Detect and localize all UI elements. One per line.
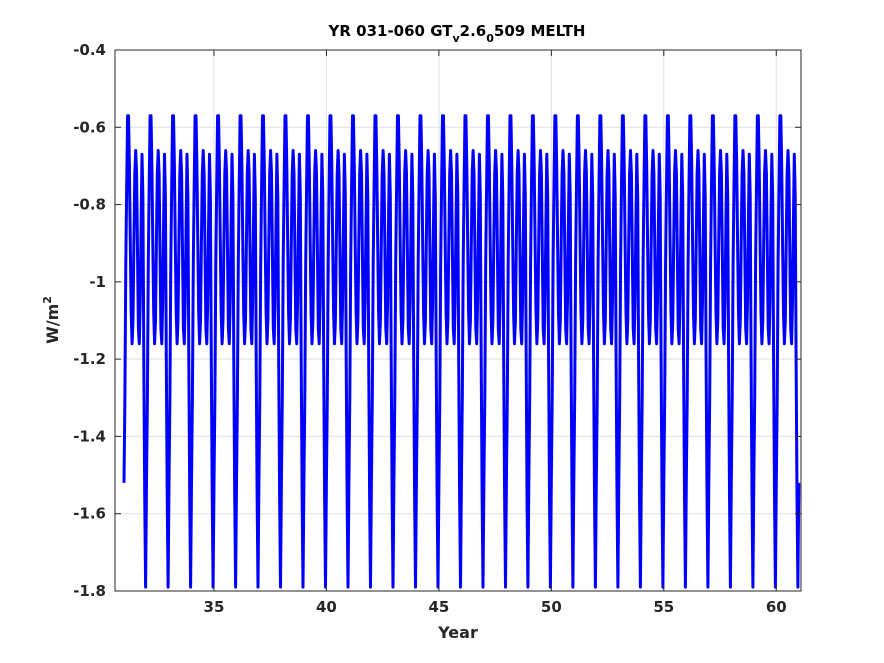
y-tick-labels: -1.8 -1.6 -1.4 -1.2 -1 -0.8 -0.6 -0.4 — [73, 41, 106, 600]
x-tick-label: 50 — [541, 598, 562, 616]
series-layer — [122, 114, 801, 589]
x-tick-labels: 35 40 45 50 55 60 — [204, 598, 787, 616]
y-tick-label: -1.8 — [73, 582, 106, 600]
x-axis-label: Year — [437, 623, 478, 642]
y-tick-label: -1.4 — [73, 427, 106, 445]
x-tick-label: 35 — [204, 598, 225, 616]
title-subscript: v — [453, 32, 461, 45]
chart-title: YR 031-060 GTv2.60509 MELTH — [328, 22, 586, 45]
y-tick-label: -0.6 — [73, 118, 106, 136]
plot-frame — [114, 49, 802, 592]
x-tick-label: 60 — [766, 598, 787, 616]
y-tick-label: -1.2 — [73, 350, 106, 368]
series-line — [122, 114, 801, 589]
y-tick-label: -0.8 — [73, 196, 106, 214]
y-tick-label: -1 — [89, 273, 106, 291]
y-axis-label: W/m2 — [41, 296, 62, 344]
x-tick-label: 45 — [428, 598, 449, 616]
y-tick-label: -0.4 — [73, 41, 106, 59]
y-tick-label: -1.6 — [73, 505, 106, 523]
y-axis-label-superscript: 2 — [41, 296, 54, 304]
tick-marks — [115, 49, 801, 592]
x-tick-label: 55 — [653, 598, 674, 616]
title-subscript: 0 — [486, 32, 494, 45]
x-tick-label: 40 — [316, 598, 337, 616]
